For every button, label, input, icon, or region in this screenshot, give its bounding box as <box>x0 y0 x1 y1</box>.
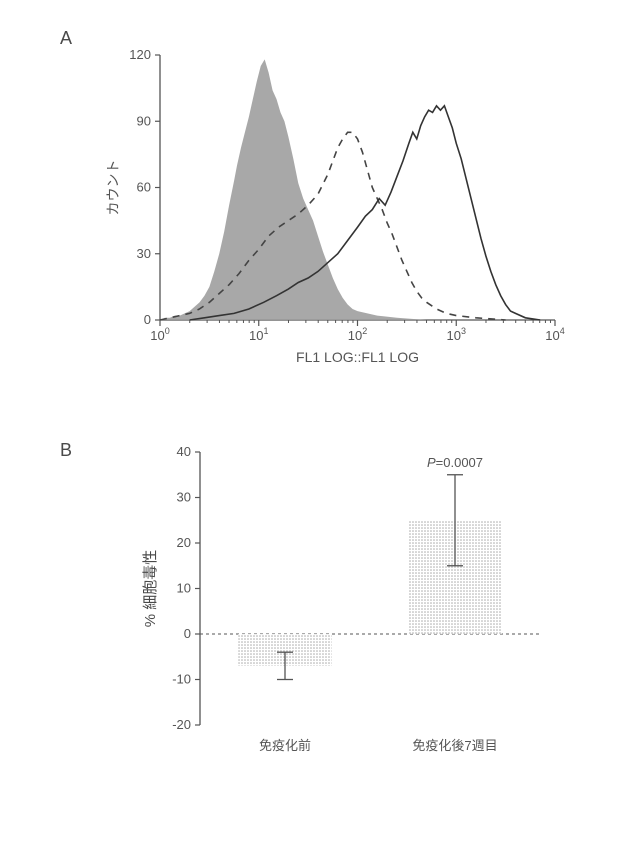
flow-histogram-chart: 0 30 60 90 120100 101 102 103 104FL1 LOG::FL1 LO… <box>100 45 570 375</box>
panel-a-label: A <box>60 28 72 49</box>
x-axis-label: FL1 LOG::FL1 LOG <box>296 349 419 365</box>
ytick-label: 30 <box>177 490 191 505</box>
ytick-label: 20 <box>177 535 191 550</box>
xtick-label: 101 <box>249 326 268 343</box>
ytick-label: -20 <box>172 717 191 732</box>
ytick-label: 60 <box>137 180 151 195</box>
y-axis-label: % 細胞毒性 <box>142 550 159 628</box>
y-axis-label: カウント <box>105 160 121 216</box>
xtick-label: 104 <box>545 326 564 343</box>
category-label: 免疫化後7週目 <box>412 738 497 753</box>
cytotoxicity-bar-chart: -20 -10 0 10 20 30 40 免疫化前 免疫化後7週目 P=0.0007 % 細胞毒性 <box>130 440 560 770</box>
p-value-label: P=0.0007 <box>427 455 483 470</box>
ytick-label: 30 <box>137 246 151 261</box>
ytick-label: 10 <box>177 581 191 596</box>
histogram-filled <box>160 59 427 320</box>
xtick-label: 103 <box>447 326 466 343</box>
ytick-label: -10 <box>172 672 191 687</box>
xtick-label: 100 <box>150 326 169 343</box>
xtick-label: 102 <box>348 326 367 343</box>
category-label: 免疫化前 <box>259 738 311 753</box>
ytick-label: 40 <box>177 444 191 459</box>
ytick-label: 0 <box>184 626 191 641</box>
ytick-label: 0 <box>144 312 151 327</box>
ytick-label: 90 <box>137 113 151 128</box>
panel-b-label: B <box>60 440 72 461</box>
ytick-label: 120 <box>129 47 151 62</box>
